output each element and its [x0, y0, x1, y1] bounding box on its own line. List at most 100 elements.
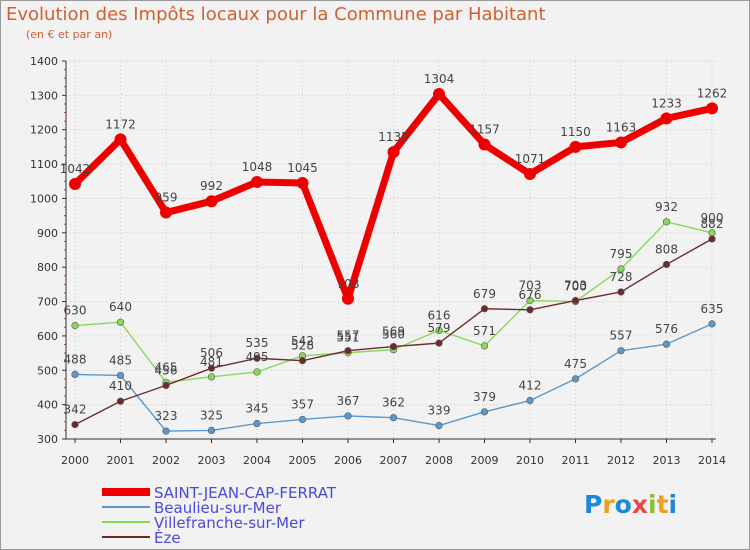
y-tick-label: 1300 — [30, 89, 58, 102]
data-point — [296, 176, 309, 189]
data-label: 728 — [610, 270, 633, 284]
data-label: 576 — [655, 322, 678, 336]
data-label: 959 — [155, 191, 178, 205]
data-point — [344, 347, 352, 355]
data-label: 325 — [200, 408, 223, 422]
data-point — [435, 421, 443, 430]
data-label: 640 — [109, 300, 132, 314]
y-tick-label: 300 — [37, 433, 58, 446]
logo-letter: i — [648, 490, 657, 519]
x-tick-label: 2004 — [243, 454, 271, 467]
data-label: 357 — [291, 397, 314, 411]
data-point — [114, 133, 127, 146]
data-label: 495 — [246, 350, 269, 364]
y-tick-label: 700 — [37, 296, 58, 309]
data-label: 808 — [655, 242, 678, 256]
data-label: 485 — [109, 353, 132, 367]
data-point — [160, 206, 172, 219]
logo-letter: o — [614, 490, 632, 519]
x-tick-label: 2001 — [107, 454, 135, 467]
data-point — [207, 426, 216, 435]
series-lines — [69, 87, 718, 435]
data-point — [253, 368, 261, 376]
data-label: 481 — [200, 355, 223, 369]
data-point — [342, 292, 354, 305]
data-label: 1045 — [287, 161, 318, 175]
data-point — [571, 375, 580, 383]
data-point — [708, 320, 716, 328]
y-tick-label: 1000 — [30, 192, 58, 205]
x-tick-label: 2007 — [380, 454, 408, 467]
data-label: 535 — [246, 336, 269, 350]
data-label: 703 — [564, 279, 587, 293]
data-label: 345 — [246, 402, 269, 416]
data-label: 700 — [564, 280, 587, 294]
data-point — [71, 322, 79, 330]
data-label: 410 — [109, 379, 132, 393]
data-label: 506 — [200, 346, 223, 360]
data-label: 932 — [655, 200, 678, 214]
data-label: 900 — [701, 211, 724, 225]
data-label: 676 — [519, 288, 542, 302]
logo-letter: i — [668, 490, 678, 519]
data-point — [207, 364, 216, 372]
data-point — [435, 326, 443, 335]
data-point — [69, 178, 81, 191]
data-point — [617, 265, 625, 273]
data-label: 1048 — [242, 160, 273, 174]
data-point — [526, 396, 534, 405]
data-point — [615, 136, 627, 149]
chart-subtitle: (en € et par an) — [26, 28, 113, 41]
data-point — [435, 339, 443, 347]
data-point — [162, 381, 170, 389]
data-point — [253, 419, 261, 428]
x-tick-label: 2002 — [152, 454, 180, 467]
data-label: 679 — [473, 287, 496, 301]
data-point — [524, 168, 536, 181]
data-label: 630 — [64, 304, 87, 318]
logo-letter: P — [584, 490, 603, 519]
data-point — [251, 175, 263, 188]
data-point — [207, 373, 216, 381]
data-label: 795 — [610, 247, 633, 261]
data-point — [662, 218, 671, 226]
data-point — [298, 357, 307, 365]
y-tick-label: 500 — [37, 364, 58, 377]
data-point — [526, 296, 534, 305]
data-point — [617, 347, 625, 355]
data-point — [478, 138, 491, 151]
y-tick-label: 1200 — [30, 124, 58, 137]
data-label: 475 — [564, 357, 587, 371]
legend-label: SAINT-JEAN-CAP-FERRAT — [154, 484, 337, 502]
x-tick-label: 2011 — [562, 454, 590, 467]
data-label: 1172 — [105, 117, 136, 131]
data-point — [387, 146, 400, 159]
x-tick-label: 2000 — [61, 454, 89, 467]
data-label: 323 — [155, 409, 178, 423]
x-tick-label: 2010 — [516, 454, 544, 467]
data-point — [116, 371, 125, 380]
data-label: 560 — [382, 328, 405, 342]
data-label: 488 — [64, 352, 87, 366]
data-label: 339 — [428, 404, 451, 418]
data-label: 1071 — [515, 152, 546, 166]
data-label: 528 — [291, 339, 314, 353]
legend: SAINT-JEAN-CAP-FERRATBeaulieu-sur-MerVil… — [102, 484, 337, 547]
data-point — [480, 408, 489, 416]
y-tick-label: 1400 — [30, 55, 58, 68]
data-point — [298, 415, 307, 424]
data-label: 1135 — [378, 130, 409, 144]
data-label: 362 — [382, 396, 405, 410]
data-point — [71, 420, 79, 429]
data-point — [526, 306, 534, 314]
data-label: 703 — [519, 279, 542, 293]
x-tick-label: 2012 — [607, 454, 635, 467]
y-tick-label: 1100 — [30, 158, 58, 171]
y-tick-label: 900 — [37, 227, 58, 240]
data-point — [660, 112, 673, 125]
data-point — [569, 140, 582, 153]
x-tick-label: 2014 — [698, 454, 726, 467]
data-label: 882 — [701, 217, 724, 231]
data-point — [662, 260, 671, 269]
data-point — [708, 235, 716, 243]
